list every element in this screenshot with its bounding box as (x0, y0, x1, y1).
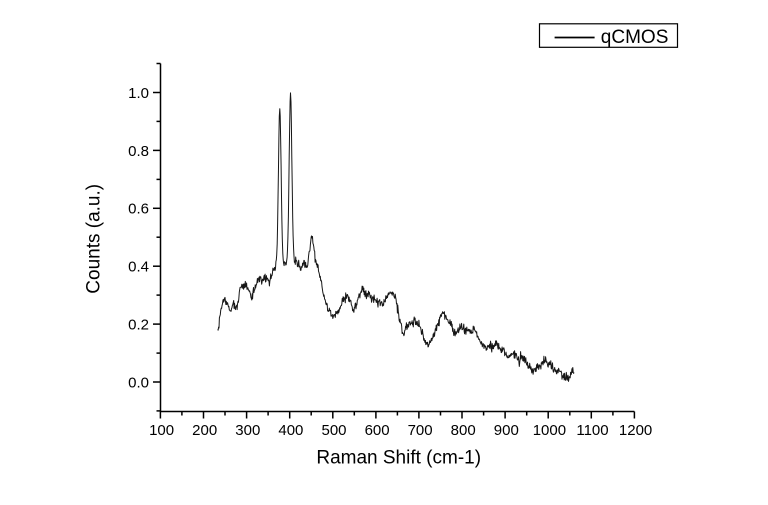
svg-text:Raman Shift (cm-1): Raman Shift (cm-1) (316, 448, 481, 469)
svg-text:800: 800 (451, 422, 476, 439)
svg-text:1100: 1100 (576, 422, 608, 439)
svg-text:1200: 1200 (619, 422, 652, 439)
svg-text:Counts (a.u.): Counts (a.u.) (84, 184, 105, 294)
svg-text:0.6: 0.6 (128, 201, 149, 218)
svg-text:0.4: 0.4 (128, 259, 149, 276)
svg-text:300: 300 (235, 422, 260, 439)
svg-text:0.0: 0.0 (128, 374, 149, 391)
svg-text:900: 900 (494, 422, 519, 439)
svg-text:200: 200 (192, 422, 217, 439)
svg-text:700: 700 (408, 422, 433, 439)
svg-text:0.2: 0.2 (128, 317, 149, 334)
svg-text:1000: 1000 (533, 422, 566, 439)
svg-text:100: 100 (149, 422, 174, 439)
svg-text:500: 500 (321, 422, 346, 439)
svg-text:600: 600 (365, 422, 390, 439)
svg-text:400: 400 (278, 422, 303, 439)
svg-text:1.0: 1.0 (128, 85, 149, 102)
svg-text:qCMOS: qCMOS (601, 27, 669, 48)
svg-text:0.8: 0.8 (128, 143, 149, 160)
